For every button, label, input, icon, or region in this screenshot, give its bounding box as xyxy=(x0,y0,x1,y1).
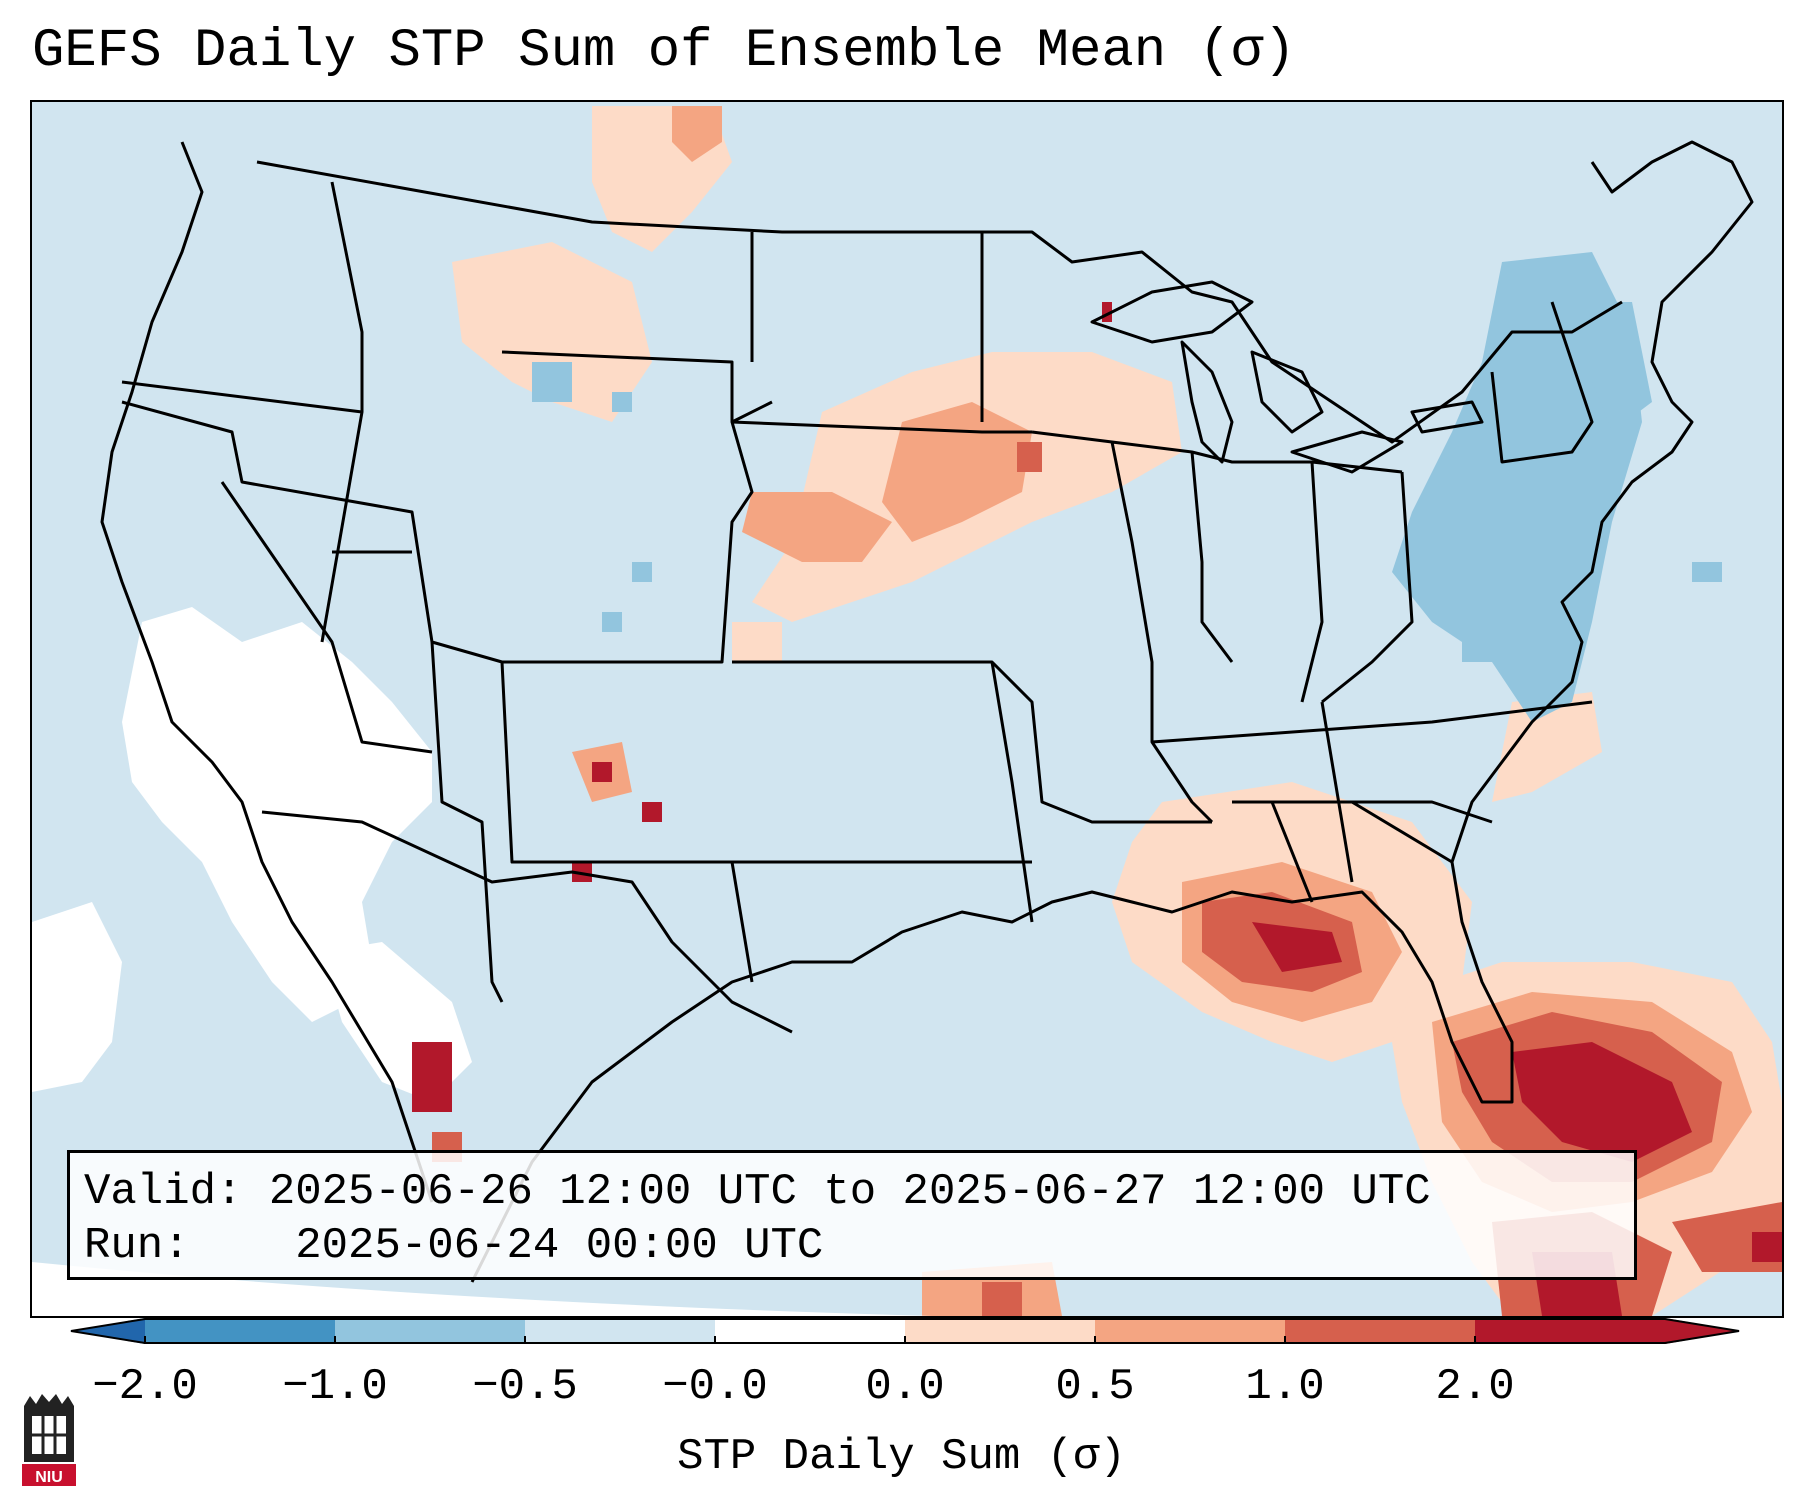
colorbar-tick-label: −0.0 xyxy=(662,1362,768,1412)
colorbar-segment xyxy=(335,1318,526,1344)
colorbar-segment xyxy=(715,1318,906,1344)
chart-title: GEFS Daily STP Sum of Ensemble Mean (σ) xyxy=(32,21,1296,82)
niu-logo: NIU xyxy=(22,1394,76,1486)
map-boundaries xyxy=(100,140,1754,1283)
cool-anomaly-patches xyxy=(532,252,1722,722)
valid-run-info-box: Valid: 2025-06-26 12:00 UTC to 2025-06-2… xyxy=(67,1150,1637,1280)
neutral-anomaly-patches xyxy=(32,607,472,1102)
map-canvas xyxy=(32,106,1782,1316)
mexico-us-border xyxy=(261,810,793,1034)
run-row: Run: 2025-06-24 00:00 UTC xyxy=(84,1219,1620,1273)
gulf-atlantic-coastline xyxy=(470,140,1754,1283)
lake-huron xyxy=(1250,350,1324,434)
colorbar xyxy=(70,1318,1740,1344)
colorbar-tick-label: −1.0 xyxy=(282,1362,388,1412)
pacific-coastline xyxy=(100,141,434,1203)
lake-superior xyxy=(1090,280,1254,344)
lake-michigan xyxy=(1180,340,1234,464)
lake-ontario xyxy=(1410,400,1484,434)
colorbar-label: STP Daily Sum (σ) xyxy=(677,1432,1126,1482)
colorbar-tick-label: 0.0 xyxy=(865,1362,945,1412)
colorbar-segment xyxy=(525,1318,716,1344)
colorbar-segment xyxy=(145,1318,336,1344)
valid-row: Valid: 2025-06-26 12:00 UTC to 2025-06-2… xyxy=(84,1165,1620,1219)
canada-us-border xyxy=(256,160,1623,444)
anomaly-northeast xyxy=(1392,252,1642,722)
colorbar-tick-label: −2.0 xyxy=(92,1362,198,1412)
colorbar-extend-low xyxy=(70,1318,145,1344)
valid-label: Valid: xyxy=(84,1167,243,1217)
colorbar-segment xyxy=(1475,1318,1666,1344)
colorbar-tick-label: 1.0 xyxy=(1245,1362,1325,1412)
colorbar-extend-high xyxy=(1665,1318,1740,1344)
colorbar-tick-label: 2.0 xyxy=(1435,1362,1515,1412)
run-label: Run: xyxy=(84,1221,190,1271)
projection-edge xyxy=(32,1262,932,1316)
colorbar-segment xyxy=(1095,1318,1286,1344)
logo-text: NIU xyxy=(35,1469,63,1486)
valid-value: 2025-06-26 12:00 UTC to 2025-06-27 12:00… xyxy=(268,1167,1431,1217)
state-lines xyxy=(121,181,1594,1003)
run-value: 2025-06-24 00:00 UTC xyxy=(295,1221,824,1271)
map-panel xyxy=(30,100,1784,1318)
colorbar-segment xyxy=(1285,1318,1476,1344)
colorbar-segment xyxy=(905,1318,1096,1344)
colorbar-tick-label: −0.5 xyxy=(472,1362,578,1412)
colorbar-tick-label: 0.5 xyxy=(1055,1362,1135,1412)
